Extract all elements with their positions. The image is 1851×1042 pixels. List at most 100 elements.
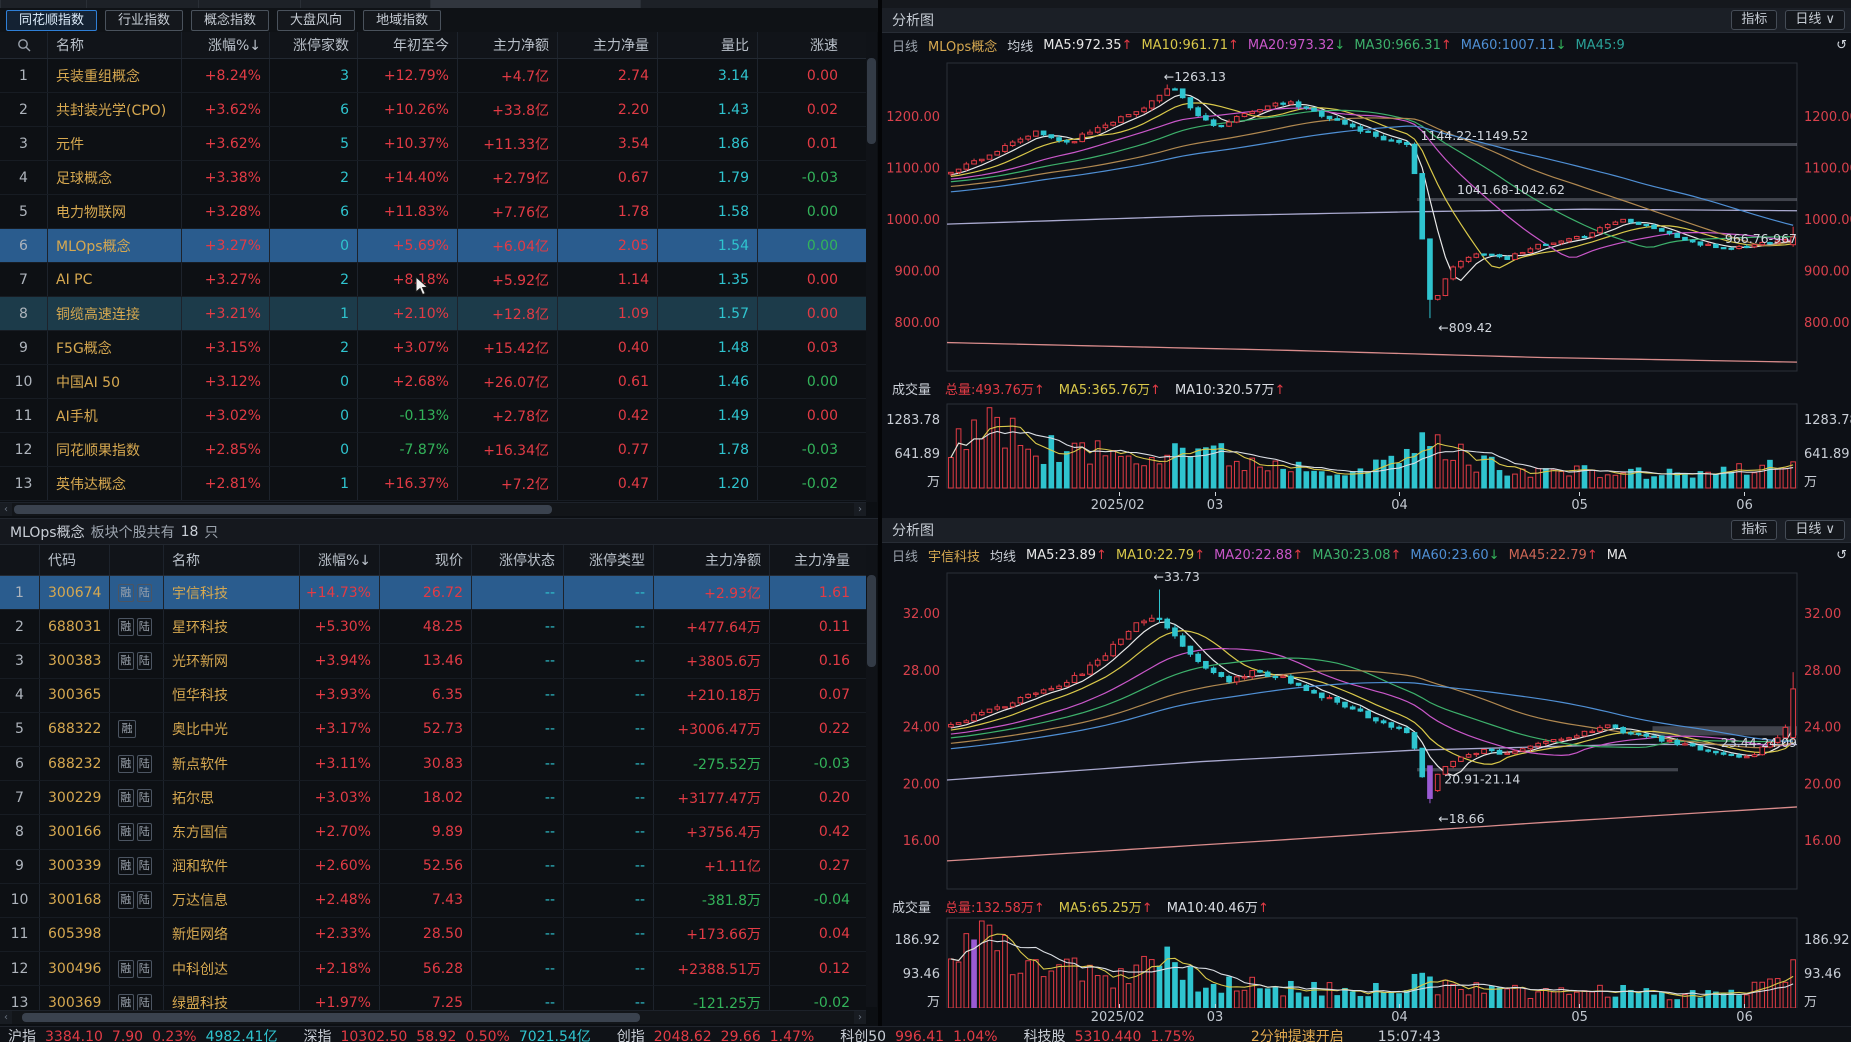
row-number: 5 — [0, 712, 40, 746]
indicator-button[interactable]: 指标 — [1731, 10, 1778, 30]
stock-badges: 融陆 — [110, 610, 164, 644]
column-header[interactable] — [110, 545, 164, 575]
period-dropdown[interactable]: 日线 ∨ — [1785, 520, 1845, 540]
cell: 兵装重组概念 — [48, 59, 182, 92]
top-table-vscrollbar[interactable] — [866, 32, 877, 502]
cell: 0.42 — [558, 399, 658, 432]
table-row[interactable]: 1 300674 融陆宇信科技 +14.73% 26.72 -- -- +2.93亿 1.61 — [0, 576, 866, 611]
refresh-icon[interactable]: ↺ — [1836, 547, 1847, 563]
stock-table-hscrollbar[interactable]: ‹ › — [0, 1010, 866, 1024]
svg-text:900.00: 900.00 — [895, 265, 941, 280]
stock-name: 拓尔思 — [164, 781, 300, 815]
tab-地域指数[interactable]: 地域指数 — [363, 9, 442, 31]
tab-概念指数[interactable]: 概念指数 — [191, 9, 270, 31]
chg-cell: +3.11% — [300, 746, 380, 781]
cell: +2.81% — [182, 467, 270, 500]
tab-同花顺指数[interactable]: 同花顺指数 — [6, 9, 98, 31]
cell: +8.18% — [358, 263, 458, 296]
table-row[interactable]: 12 300496 融陆中科创达 +2.18% 56.28 -- -- +2388.51万 0.… — [0, 952, 866, 987]
column-header[interactable]: 涨停状态 — [472, 545, 564, 575]
table-row[interactable]: 2 688031 融陆星环科技 +5.30% 48.25 -- -- +477.64万 0.11 — [0, 610, 866, 645]
column-header[interactable]: 名称 — [48, 32, 182, 58]
table-row[interactable]: 5 688322 融奥比中光 +3.17% 52.73 -- -- +3006.47万 0.22 — [0, 712, 866, 747]
panel-title: 分析图 — [892, 13, 934, 29]
chg-cell: +3.17% — [300, 712, 380, 746]
scroll-right-icon[interactable]: › — [854, 503, 866, 516]
panel-divider[interactable] — [878, 0, 882, 1041]
left-panel: 同花顺指数 行业指数 概念指数 大盘风向 地域指数 名称 涨幅%↓ 涨停家数 年初至今 主力净额… — [0, 0, 878, 1041]
table-row[interactable]: 4 300365 恒华科技 +3.93% 6.35 -- -- +210.18万 0.07 — [0, 678, 866, 713]
column-header[interactable]: 现价 — [380, 545, 472, 575]
table-row[interactable]: 7 AI PC +3.27% 2 +8.18% +5.92亿 1.14 1.35 0.00 — [0, 263, 866, 297]
column-header[interactable]: 涨停类型 — [564, 545, 654, 575]
column-header[interactable]: 涨速 — [810, 38, 838, 54]
volume-info-line-top: 成交量 总量:493.76万↑ MA5:365.76万↑ MA10:320.57万↑ — [882, 377, 1851, 399]
volume-label: 成交量 — [892, 900, 932, 916]
quote-value: 0.50% — [465, 1029, 510, 1042]
table-row[interactable]: 2 共封装光学(CPO) +3.62% 6 +10.26% +33.8亿 2.20 1.43 0… — [0, 93, 866, 127]
scroll-left-icon[interactable]: ‹ — [0, 503, 12, 516]
table-row[interactable]: 5 电力物联网 +3.28% 6 +11.83% +7.76亿 1.78 1.58 0.00 — [0, 195, 866, 229]
main-vol-cell: 0.27 — [818, 858, 850, 875]
quote-label: 科创50 — [840, 1029, 887, 1042]
column-header[interactable]: 主力净量 — [794, 553, 850, 569]
table-row[interactable]: 6 688232 融陆新点软件 +3.11% 30.83 -- -- -275.52万 -0.0… — [0, 746, 866, 782]
column-header[interactable]: 名称 — [164, 545, 300, 575]
svg-text:800.00: 800.00 — [1804, 316, 1850, 331]
quote-label: 科技股 — [1023, 1029, 1066, 1042]
stock-name: 绿盟科技 — [164, 986, 300, 1020]
svg-text:1000.00: 1000.00 — [1804, 213, 1851, 228]
column-header[interactable]: 代码 — [40, 545, 110, 575]
table-row[interactable]: 11 AI手机 +3.02% 0 -0.13% +2.78亿 0.42 1.49 0.00 — [0, 399, 866, 433]
kline-chart-yuxin[interactable]: 32.00 32.00 28.00 28.00 24.00 24.00 20.00 20.00… — [882, 567, 1851, 893]
table-row[interactable]: 12 同花顺果指数 +2.85% 0 -7.87% +16.34亿 0.77 1.78 -0.0… — [0, 433, 866, 467]
table-row[interactable]: 3 元件 +3.62% 5 +10.37% +11.33亿 3.54 1.86 0.01 — [0, 127, 866, 161]
month-tick — [1214, 1004, 1216, 1008]
table-row[interactable]: 11 605398 新炬网络 +2.33% 28.50 -- -- +173.66万 0.04 — [0, 917, 866, 953]
cell: 0.01 — [806, 135, 838, 152]
ma-arrow-up: ↑ — [1096, 547, 1107, 563]
column-header[interactable]: 涨幅%↓ — [182, 32, 270, 58]
table-row[interactable]: 13 英伟达概念 +2.81% 1 +16.37% +7.2亿 0.47 1.20 -0.02 — [0, 467, 866, 501]
cell: -0.03 — [801, 441, 838, 458]
table-row[interactable]: 4 足球概念 +3.38% 2 +14.40% +2.79亿 0.67 1.79 -0.03 — [0, 161, 866, 195]
scroll-right-icon[interactable]: › — [854, 1011, 866, 1024]
kline-chart-mlops[interactable]: 1200.00 1200.00 1100.00 1100.00 1000.00 1000.… — [882, 57, 1851, 375]
indicator-button[interactable]: 指标 — [1731, 520, 1778, 540]
cell: +3.02% — [182, 399, 270, 432]
table-row[interactable]: 9 F5G概念 +3.15% 2 +3.07% +15.42亿 0.40 1.48 0.03 — [0, 331, 866, 365]
stock-table-vscrollbar[interactable] — [866, 545, 877, 1007]
scroll-left-icon[interactable]: ‹ — [0, 1011, 12, 1024]
table-row[interactable]: 8 300166 融陆东方国信 +2.70% 9.89 -- -- +3756.4万 0.42 — [0, 815, 866, 850]
top-table-hscrollbar[interactable]: ‹ › — [0, 502, 866, 516]
volume-chart-yuxin[interactable]: 186.92 186.92 93.46 93.46 万 万 — [882, 916, 1851, 1008]
table-row[interactable]: 3 300383 融陆光环新网 +3.94% 13.46 -- -- +3805.6万 0.16 — [0, 644, 866, 679]
table-row[interactable]: 9 300339 融陆润和软件 +2.60% 52.56 -- -- +1.11亿 0.27 — [0, 849, 866, 884]
table-row[interactable]: 7 300229 融陆拓尔思 +3.03% 18.02 -- -- +3177.47万 0.20 — [0, 781, 866, 816]
cell: 0.77 — [558, 433, 658, 466]
column-header[interactable]: 涨幅%↓ — [300, 545, 380, 575]
table-row[interactable]: 6 MLOps概念 +3.27% 0 +5.69% +6.04亿 2.05 1.54 0.00 — [0, 229, 866, 263]
column-header[interactable]: 主力净额 — [654, 545, 770, 575]
cell: 13 — [0, 467, 48, 500]
table-row[interactable]: 1 兵装重组概念 +8.24% 3 +12.79% +4.7亿 2.74 3.14 0.00 — [0, 59, 866, 93]
cell: 5 — [270, 127, 358, 160]
table-row[interactable]: 10 中国AI 50 +3.12% 0 +2.68% +26.07亿 0.61 1.46 0.0… — [0, 365, 866, 399]
column-header[interactable]: 涨停家数 — [270, 32, 358, 58]
cell: 2 — [270, 161, 358, 194]
tab-大盘风向[interactable]: 大盘风向 — [277, 9, 356, 31]
cell: -0.03 — [801, 169, 838, 186]
search-icon[interactable] — [0, 32, 48, 58]
column-header[interactable]: 量比 — [658, 32, 758, 58]
refresh-icon[interactable]: ↺ — [1836, 37, 1847, 53]
table-row[interactable]: 8 铜缆高速连接 +3.21% 1 +2.10% +12.8亿 1.09 1.57 0.00 — [0, 297, 866, 331]
column-header[interactable]: 主力净额 — [458, 32, 558, 58]
column-header[interactable]: 年初至今 — [358, 32, 458, 58]
stock-badges: 融陆 — [110, 644, 164, 678]
column-header[interactable] — [0, 545, 40, 575]
period-dropdown[interactable]: 日线 ∨ — [1785, 10, 1845, 30]
tab-行业指数[interactable]: 行业指数 — [105, 9, 184, 31]
volume-chart-mlops[interactable]: 1283.78 1283.78 641.89 641.89 万 万 — [882, 402, 1851, 494]
column-header[interactable]: 主力净量 — [558, 32, 658, 58]
table-row[interactable]: 10 300168 融陆万达信息 +2.48% 7.43 -- -- -381.8万 -0.04 — [0, 883, 866, 918]
